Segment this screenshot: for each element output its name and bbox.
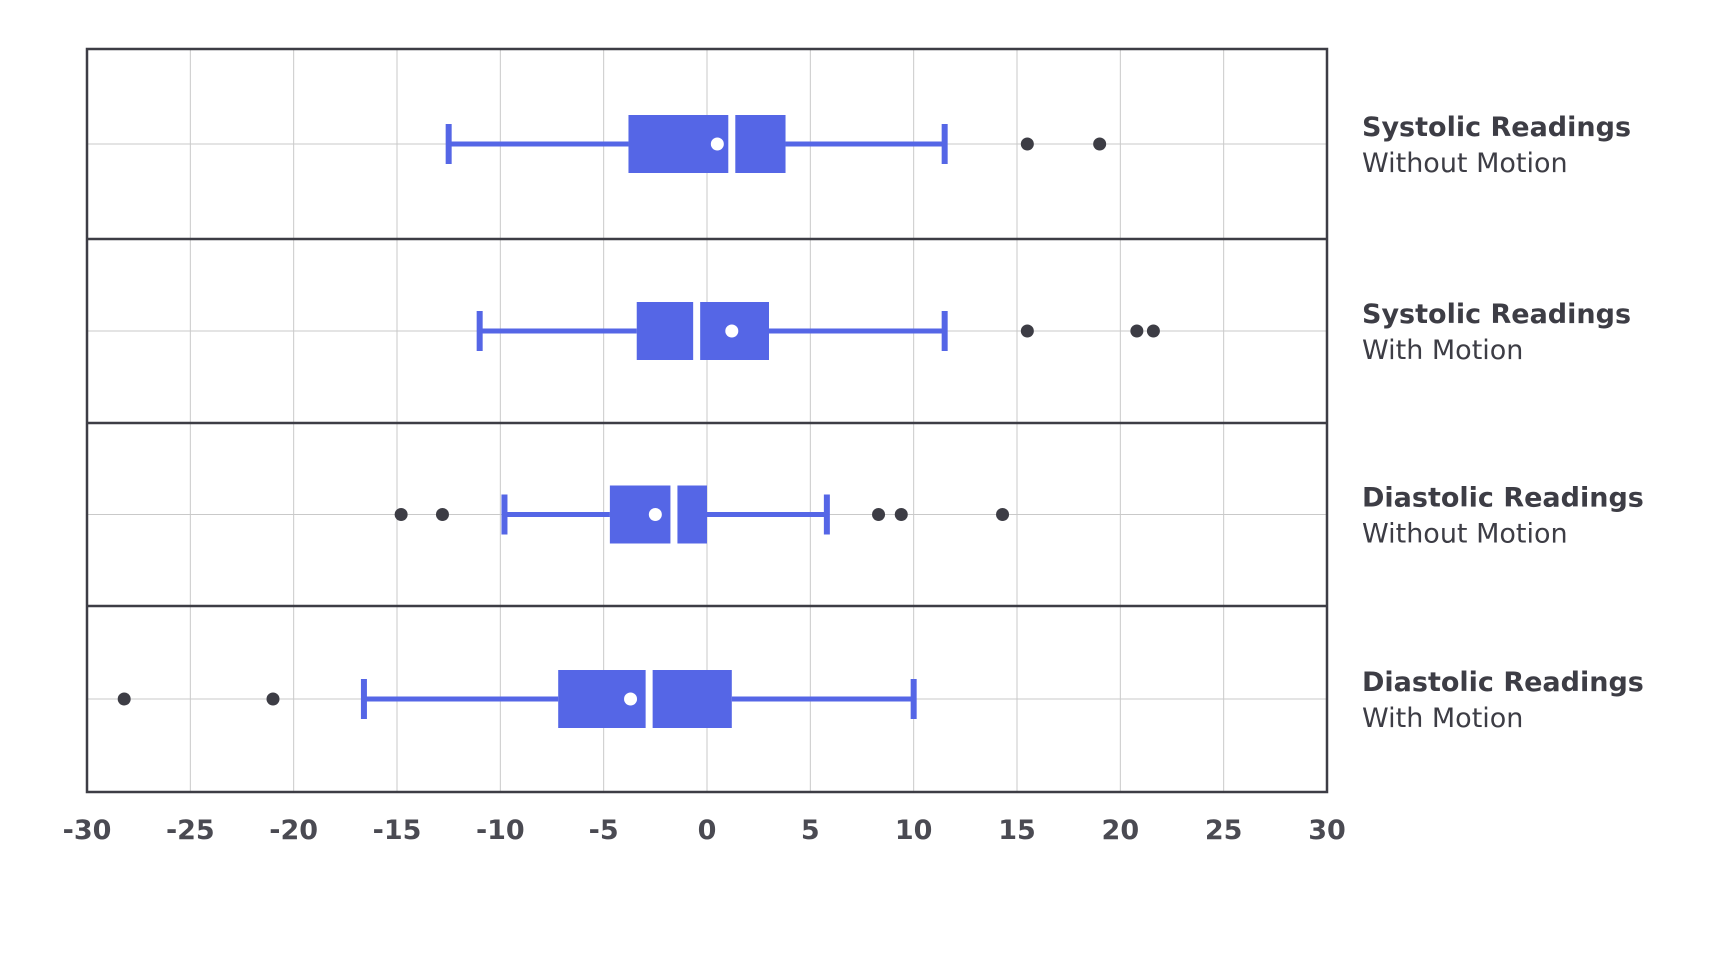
series-label-subtitle: Without Motion — [1362, 148, 1568, 179]
outlier-point — [1020, 137, 1034, 151]
outlier-point — [266, 692, 280, 706]
outlier-point — [394, 508, 408, 521]
boxplot-series — [445, 115, 1107, 173]
x-tick-label: -25 — [166, 815, 215, 846]
series-label-subtitle: With Motion — [1362, 335, 1523, 366]
series-label-subtitle: Without Motion — [1362, 519, 1568, 550]
mean-marker — [725, 324, 739, 338]
outlier-point — [894, 508, 908, 521]
boxplot-series — [117, 670, 917, 728]
mean-marker — [648, 508, 662, 521]
outlier-point — [1130, 324, 1144, 338]
outlier-point — [117, 692, 131, 706]
series-label-subtitle: With Motion — [1362, 703, 1523, 734]
series-label-title: Systolic Readings — [1362, 112, 1631, 143]
mean-marker — [710, 137, 724, 151]
outlier-point — [1146, 324, 1160, 338]
x-tick-label: -30 — [63, 815, 112, 846]
panels — [85, 47, 1329, 794]
series-label-title: Diastolic Readings — [1362, 667, 1644, 698]
x-tick-label: -15 — [373, 815, 422, 846]
outlier-point — [1020, 324, 1034, 338]
x-tick-label: 0 — [698, 815, 717, 846]
x-tick-label: -5 — [589, 815, 619, 846]
outlier-point — [1093, 137, 1107, 151]
mean-marker — [624, 692, 638, 706]
x-tick-label: -20 — [269, 815, 318, 846]
boxplots — [117, 115, 1160, 728]
iqr-box — [636, 302, 769, 360]
x-tick-label: 10 — [895, 815, 933, 846]
x-axis-ticks: -30 -25 -20 -15 -10 -5 0 5 10 15 20 25 30 — [63, 815, 1346, 846]
series-label-title: Diastolic Readings — [1362, 483, 1644, 514]
outlier-point — [872, 508, 886, 521]
series-labels: Systolic Readings Without Motion Systolic … — [1362, 112, 1644, 734]
x-tick-label: 25 — [1205, 815, 1243, 846]
median-line — [728, 115, 736, 173]
boxplot-series — [394, 485, 1010, 544]
x-tick-label: 15 — [998, 815, 1036, 846]
boxplot-series — [476, 302, 1160, 360]
plot-frame — [85, 47, 1329, 794]
x-tick-label: 5 — [801, 815, 820, 846]
outlier-point — [996, 508, 1010, 521]
x-tick-label: 30 — [1308, 815, 1346, 846]
outlier-point — [435, 508, 449, 521]
iqr-box — [558, 670, 732, 728]
median-line — [670, 485, 678, 544]
x-tick-label: -10 — [476, 815, 525, 846]
median-line — [645, 670, 653, 728]
median-line — [693, 302, 701, 360]
x-tick-label: 20 — [1102, 815, 1140, 846]
series-label-title: Systolic Readings — [1362, 299, 1631, 330]
iqr-box — [628, 115, 786, 173]
